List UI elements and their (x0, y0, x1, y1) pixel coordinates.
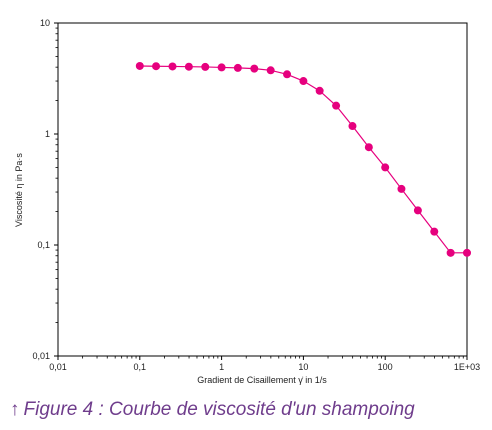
viscosity-chart: 0,01 0,1 1 10 100 1E+03 0,01 0,1 1 10 Gradient de… (14, 18, 480, 385)
axis-ticks: 0,01 0,1 1 10 100 1E+03 0,01 0,1 1 10 (32, 18, 480, 372)
y-tick-label: 0,1 (37, 240, 50, 250)
data-point (315, 86, 324, 95)
data-point (266, 66, 275, 75)
series-group (135, 61, 471, 257)
y-axis-label: Viscosité η in Pa·s (14, 153, 24, 227)
data-point (430, 227, 439, 236)
data-point (364, 143, 373, 152)
x-tick-label: 10 (298, 362, 308, 372)
data-point (381, 163, 390, 172)
data-point (152, 62, 161, 71)
data-point (446, 248, 455, 257)
x-tick-label: 1E+03 (454, 362, 480, 372)
data-point (348, 122, 357, 131)
data-point (201, 62, 210, 71)
data-point (184, 62, 193, 71)
data-point (233, 63, 242, 72)
x-tick-label: 0,01 (49, 362, 67, 372)
x-tick-label: 100 (378, 362, 393, 372)
data-point (413, 206, 422, 215)
y-tick-label: 1 (45, 129, 50, 139)
plot-area (57, 22, 468, 357)
data-point (463, 248, 471, 257)
data-point (217, 63, 226, 72)
x-axis-label: Gradient de Cisaillement γ̇ in 1/s (197, 375, 327, 385)
y-tick-label: 0,01 (32, 351, 50, 361)
chart-svg: 0,01 0,1 1 10 100 1E+03 0,01 0,1 1 10 Gradient de… (14, 18, 480, 385)
x-tick-label: 0,1 (134, 362, 147, 372)
data-point (250, 64, 259, 73)
figure-caption: ↑ Figure 4 : Courbe de viscosité d'un sha… (10, 399, 415, 421)
y-tick-label: 10 (40, 18, 50, 28)
data-point (332, 101, 341, 110)
data-point (168, 62, 177, 71)
data-point (299, 77, 308, 86)
data-point (135, 61, 144, 70)
caption-text: Figure 4 : Courbe de viscosité d'un sham… (23, 399, 415, 420)
data-point (397, 184, 406, 193)
up-arrow-icon: ↑ (10, 399, 20, 420)
x-tick-label: 1 (219, 362, 224, 372)
data-point (283, 70, 292, 79)
